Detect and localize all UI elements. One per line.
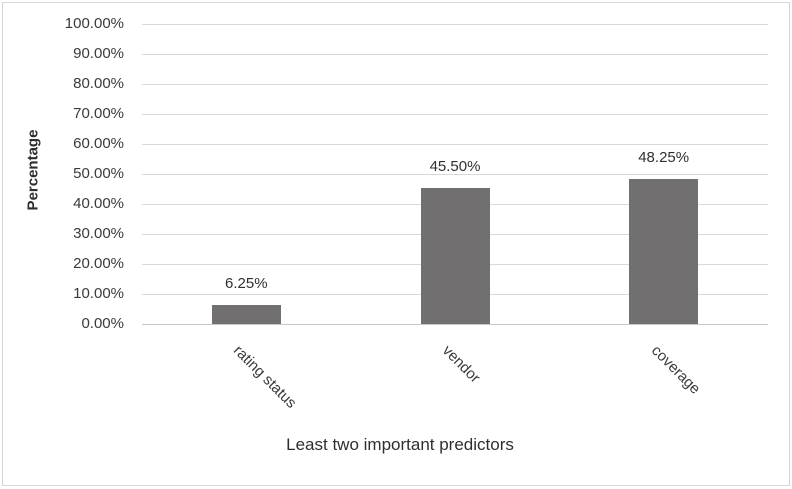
bar-coverage bbox=[629, 179, 699, 324]
bar-vendor bbox=[420, 187, 490, 324]
gridline bbox=[142, 174, 768, 175]
y-axis-tick-label: 20.00% bbox=[73, 255, 124, 272]
bar-data-label: 48.25% bbox=[638, 149, 690, 167]
x-axis-line bbox=[142, 324, 768, 325]
bar-data-label: 6.25% bbox=[225, 275, 268, 293]
x-axis-category-label: coverage bbox=[647, 342, 704, 398]
gridline bbox=[142, 54, 768, 55]
gridline bbox=[142, 114, 768, 115]
y-axis-tick-label: 90.00% bbox=[73, 45, 124, 62]
y-axis-tick-label: 0.00% bbox=[81, 315, 124, 332]
y-axis-tick-label: 70.00% bbox=[73, 105, 124, 122]
bar-rating-status bbox=[211, 305, 281, 324]
y-axis-tick-label: 40.00% bbox=[73, 195, 124, 212]
y-axis-tick-label: 50.00% bbox=[73, 165, 124, 182]
gridline bbox=[142, 24, 768, 25]
bar-data-label: 45.50% bbox=[429, 157, 481, 175]
y-axis-tick-label: 80.00% bbox=[73, 75, 124, 92]
y-axis-tick-label: 30.00% bbox=[73, 225, 124, 242]
y-axis-tick-label: 60.00% bbox=[73, 135, 124, 152]
y-axis-tick-label: 10.00% bbox=[73, 285, 124, 302]
gridline bbox=[142, 144, 768, 145]
plot-area: 6.25% 45.50% 48.25% bbox=[142, 24, 768, 325]
y-axis-tick-label: 100.00% bbox=[64, 15, 124, 32]
x-axis-title: Least two important predictors bbox=[286, 435, 514, 454]
gridline bbox=[142, 84, 768, 85]
x-axis-category-label: vendor bbox=[438, 342, 484, 387]
x-axis-category-label: rating status bbox=[230, 342, 301, 412]
